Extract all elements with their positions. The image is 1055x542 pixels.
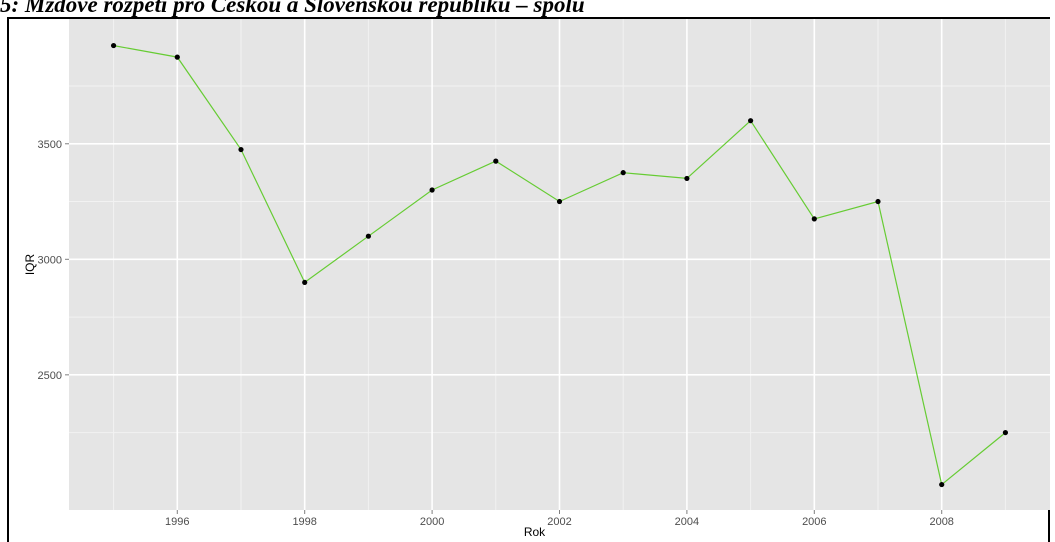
major-gridlines [69, 19, 1050, 510]
data-point [1002, 429, 1009, 436]
data-point [302, 279, 308, 286]
y-axis-tick-labels: 2500 3000 3500 [38, 139, 62, 382]
data-point [238, 146, 244, 153]
data-points [110, 42, 1009, 488]
x-tick-label: 2006 [802, 516, 826, 528]
y-tick-label: 3500 [38, 139, 62, 151]
data-point [429, 187, 435, 193]
data-point [620, 170, 626, 176]
figure-caption: 5: Mzdové rozpětí pro Českou a Slovensko… [0, 0, 585, 17]
x-tick-label: 1996 [165, 516, 189, 528]
data-point [748, 118, 754, 124]
x-tick-label: 2008 [929, 516, 953, 528]
x-axis-title: Rok [524, 525, 546, 538]
x-tick-label: 2002 [547, 516, 571, 528]
x-tick-label: 1998 [292, 516, 316, 528]
x-tick-label: 2000 [420, 516, 444, 528]
data-point [493, 158, 499, 164]
y-tick-label: 3000 [38, 254, 62, 266]
data-point [939, 481, 945, 488]
axis-ticks [65, 143, 943, 514]
data-point [110, 42, 117, 49]
data-point [365, 233, 371, 239]
data-point [174, 54, 180, 60]
x-axis-tick-labels: 1996 1998 2000 2002 2004 2006 2008 [165, 516, 954, 528]
data-point [684, 175, 690, 182]
y-tick-label: 2500 [38, 370, 62, 382]
data-point [556, 198, 563, 205]
y-axis-title: IQR [23, 254, 37, 276]
x-tick-label: 2004 [675, 516, 699, 528]
data-point [811, 216, 817, 222]
data-point [875, 198, 881, 205]
